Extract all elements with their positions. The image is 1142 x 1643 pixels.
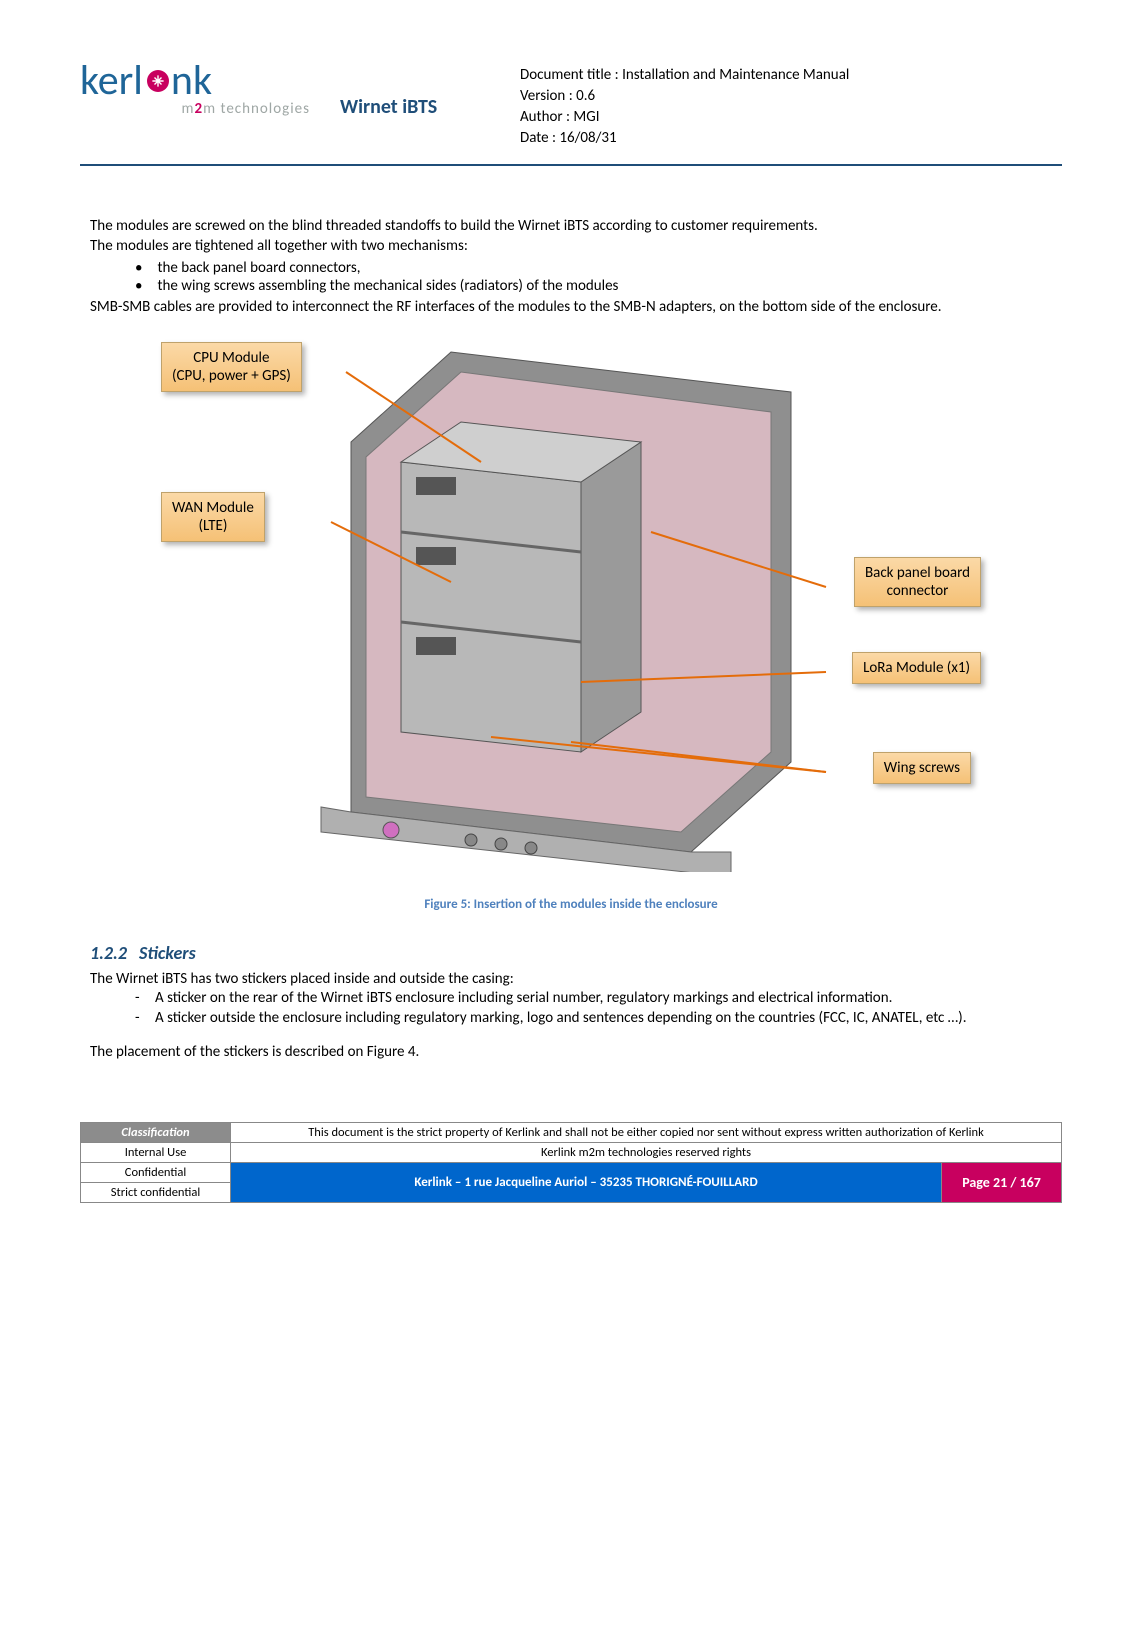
page-container: kerl nk m2m technologies Wirnet iBTS Doc…	[0, 0, 1142, 1223]
enclosure-illustration	[271, 332, 831, 872]
paragraph-1: The modules are screwed on the blind thr…	[90, 216, 1052, 236]
bullet-list: the back panel board connectors, the win…	[90, 259, 1052, 295]
paragraph-3: SMB-SMB cables are provided to interconn…	[90, 297, 1052, 317]
callout-wing: Wing screws	[873, 752, 971, 784]
paragraph-4: The Wirnet iBTS has two stickers placed …	[90, 969, 1052, 989]
footer-rights: Kerlink m2m technologies reserved rights	[231, 1143, 1062, 1163]
bullet-1: the back panel board connectors,	[135, 259, 1052, 277]
section-heading-stickers: 1.2.2Stickers	[90, 942, 1052, 964]
paragraph-2: The modules are tightened all together w…	[90, 236, 1052, 256]
dash-1: A sticker on the rear of the Wirnet iBTS…	[135, 989, 1052, 1007]
footer-classification-header: Classification	[81, 1123, 231, 1143]
footer-table: Classification This document is the stri…	[80, 1122, 1062, 1203]
logo-block: kerl nk m2m technologies	[80, 60, 340, 118]
company-logo: kerl nk	[80, 60, 212, 102]
figure-caption: Figure 5: Insertion of the modules insid…	[90, 897, 1052, 912]
figure-5: CPU Module (CPU, power + GPS) WAN Module…	[161, 332, 981, 892]
callout-wan: WAN Module (LTE)	[161, 492, 265, 542]
callout-lora: LoRa Module (x1)	[852, 652, 981, 684]
version-line: Version : 0.6	[520, 86, 1062, 107]
footer-confidential: Confidential	[81, 1163, 231, 1183]
footer-property-text: This document is the strict property of …	[231, 1123, 1062, 1143]
product-name: Wirnet iBTS	[340, 60, 520, 119]
footer-strict-confidential: Strict confidential	[81, 1183, 231, 1203]
date-line: Date : 16/08/31	[520, 128, 1062, 149]
logo-text-right: nk	[171, 60, 212, 102]
callout-backpanel: Back panel board connector	[854, 557, 981, 607]
doc-title-line: Document title : Installation and Mainte…	[520, 65, 1062, 86]
footer-internal-use: Internal Use	[81, 1143, 231, 1163]
doc-meta: Document title : Installation and Mainte…	[520, 60, 1062, 149]
logo-text-left: kerl	[80, 60, 143, 102]
bullet-2: the wing screws assembling the mechanica…	[135, 277, 1052, 295]
author-line: Author : MGI	[520, 107, 1062, 128]
logo-badge-icon	[147, 70, 169, 92]
footer-page-number: Page 21 / 167	[942, 1163, 1062, 1203]
footer-address: Kerlink – 1 rue Jacqueline Auriol – 3523…	[231, 1163, 942, 1203]
dash-2: A sticker outside the enclosure includin…	[135, 1009, 1052, 1027]
document-header: kerl nk m2m technologies Wirnet iBTS Doc…	[80, 60, 1062, 166]
logo-subtitle: m2m technologies	[80, 100, 310, 118]
paragraph-5: The placement of the stickers is describ…	[90, 1042, 1052, 1062]
dash-list: A sticker on the rear of the Wirnet iBTS…	[90, 989, 1052, 1027]
document-body: The modules are screwed on the blind thr…	[80, 196, 1062, 1062]
callout-cpu: CPU Module (CPU, power + GPS)	[161, 342, 302, 392]
